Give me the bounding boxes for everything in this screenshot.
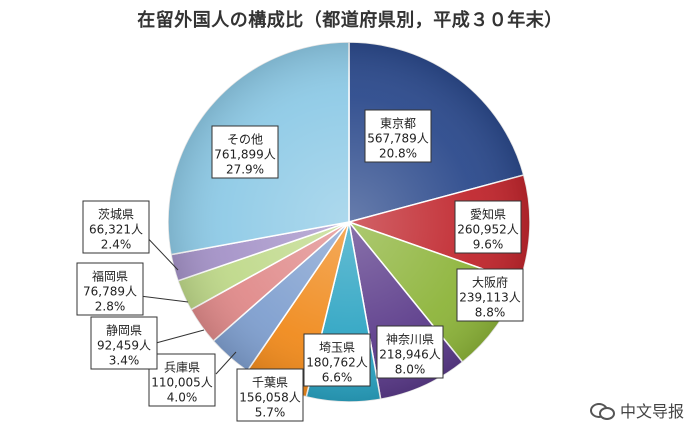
data-label-box-8 (90, 316, 158, 370)
chart-title: 在留外国人の構成比（都道府県別，平成３０年末） (137, 10, 563, 31)
data-label-name-7: 兵庫県 (164, 361, 200, 375)
data-label-pct-11: 27.9% (226, 163, 264, 177)
data-label-pct-6: 5.7% (255, 406, 286, 420)
data-label-count-9: 76,789人 (83, 285, 137, 299)
data-label-box-7 (148, 353, 216, 407)
data-label-box-2 (454, 200, 522, 254)
data-label-name-11: その他 (227, 133, 263, 147)
data-label-pct-4: 8.0% (395, 363, 426, 377)
data-label-pct-5: 6.6% (322, 371, 353, 385)
data-label-count-7: 110,005人 (151, 376, 213, 390)
data-label-name-6: 千葉県 (252, 376, 288, 390)
data-label-pct-3: 8.8% (475, 306, 506, 320)
data-label-count-5: 180,762人 (306, 356, 368, 370)
watermark-text: 中文导报 (619, 402, 684, 421)
data-label-name-3: 大阪府 (472, 275, 508, 290)
data-label-name-1: 東京都 (380, 117, 416, 131)
data-label-count-4: 218,946人 (379, 348, 441, 362)
data-label-count-6: 156,058人 (239, 391, 301, 405)
data-label-box-11 (211, 125, 279, 179)
data-label-pct-8: 3.4% (109, 354, 140, 368)
data-label-pct-2: 9.6% (473, 238, 504, 252)
data-label-name-4: 神奈川県 (386, 333, 434, 347)
data-label-count-8: 92,459人 (97, 339, 151, 353)
data-label-name-2: 愛知県 (470, 208, 506, 222)
watermark: 中文导报 (589, 398, 684, 422)
data-label-name-8: 静岡県 (106, 324, 142, 338)
data-label-count-10: 66,321人 (89, 223, 143, 237)
data-label-box-10 (82, 200, 150, 254)
data-label-pct-9: 2.8% (95, 300, 126, 314)
data-label-pct-7: 4.0% (167, 391, 198, 405)
leader-line-7 (215, 351, 237, 375)
data-label-count-3: 239,113人 (459, 291, 521, 305)
data-label-pct-1: 20.8% (379, 147, 417, 161)
data-label-count-2: 260,952人 (457, 223, 519, 237)
data-label-pct-10: 2.4% (101, 238, 132, 252)
data-label-name-9: 福岡県 (92, 269, 128, 284)
data-label-count-11: 761,899人 (214, 148, 276, 162)
data-label-count-1: 567,789人 (367, 132, 429, 146)
data-label-box-5 (303, 333, 371, 387)
data-label-box-9 (76, 262, 144, 316)
data-label-name-10: 茨城県 (98, 208, 134, 222)
leader-line-9 (139, 295, 189, 303)
data-label-box-3 (456, 268, 524, 322)
data-label-name-5: 埼玉県 (319, 341, 355, 355)
leader-line-8 (155, 329, 205, 344)
data-label-box-4 (376, 325, 444, 379)
data-label-box-1 (364, 109, 432, 163)
data-label-box-6 (236, 368, 304, 422)
wechat-icon (589, 401, 615, 420)
